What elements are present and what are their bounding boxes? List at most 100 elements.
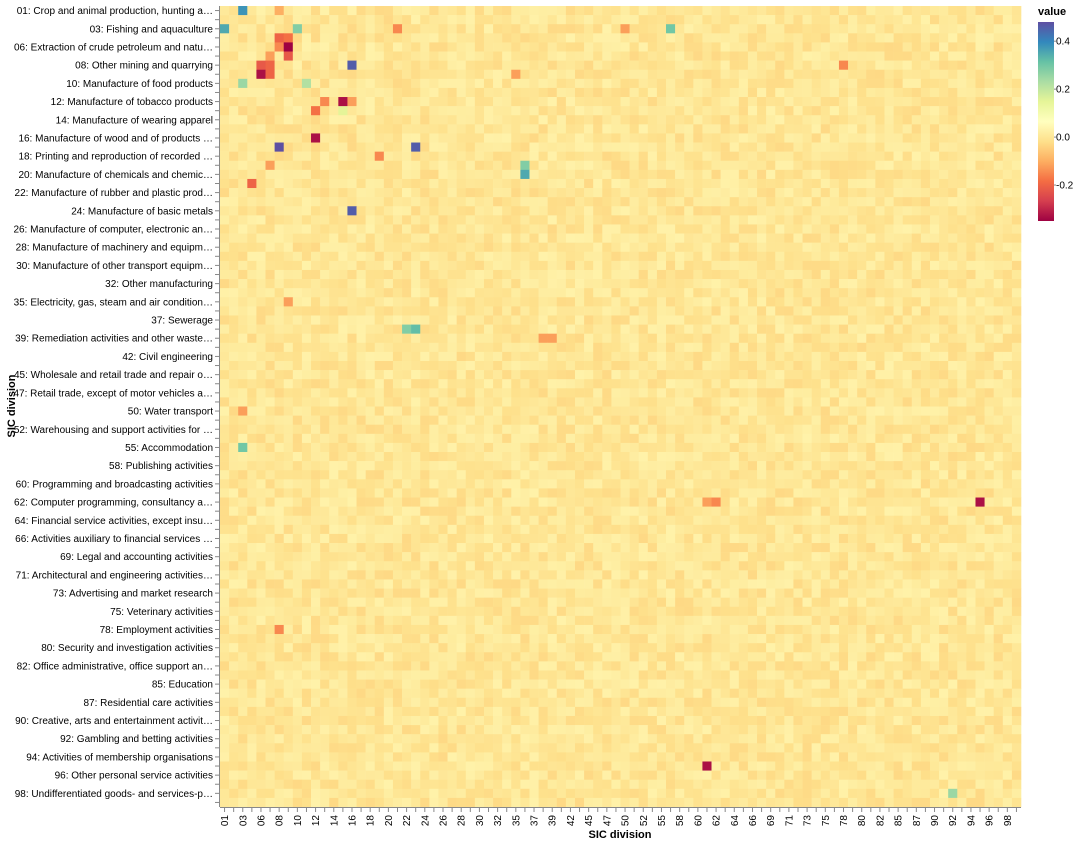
heatmap-cell — [656, 397, 667, 407]
heatmap-cell — [738, 406, 749, 416]
heatmap-cell — [729, 60, 740, 71]
heatmap-cell — [483, 78, 494, 89]
heatmap-cell — [957, 197, 967, 207]
heatmap-cell — [565, 197, 576, 207]
heatmap-cell — [647, 87, 658, 98]
heatmap-cell — [957, 206, 967, 216]
heatmap-cell — [611, 160, 621, 171]
heatmap-cell — [702, 124, 712, 134]
heatmap-cell — [866, 470, 876, 480]
heatmap-cell — [738, 479, 749, 489]
heatmap-cell — [429, 315, 439, 325]
heatmap-cell — [502, 424, 512, 435]
heatmap-cell — [538, 315, 548, 325]
heatmap-cell — [429, 133, 439, 143]
heatmap-cell — [320, 269, 330, 280]
heatmap-cell — [820, 288, 831, 298]
heatmap-cell — [420, 251, 430, 262]
heatmap-cell — [902, 233, 913, 243]
heatmap-cell — [893, 342, 903, 353]
heatmap-cell — [411, 42, 421, 52]
heatmap-cell — [420, 424, 430, 435]
heatmap-cell — [747, 69, 758, 80]
heatmap-cell — [429, 78, 439, 89]
heatmap-cell — [438, 415, 448, 425]
heatmap-cell — [602, 470, 612, 480]
heatmap-cell — [274, 124, 285, 134]
heatmap-cell — [784, 60, 794, 71]
heatmap-cell — [556, 142, 567, 152]
heatmap-cell — [820, 442, 831, 453]
heatmap-cell — [438, 233, 448, 243]
heatmap-cell — [684, 479, 694, 489]
heatmap-cell — [556, 433, 567, 444]
heatmap-cell — [757, 279, 767, 289]
heatmap-cell — [374, 151, 385, 162]
heatmap-cell — [274, 269, 285, 280]
heatmap-cell — [320, 251, 330, 262]
heatmap-cell — [757, 360, 767, 371]
heatmap-cell — [456, 160, 467, 171]
heatmap-cell — [747, 133, 758, 143]
heatmap-cell — [229, 178, 239, 189]
heatmap-cell — [838, 151, 849, 162]
heatmap-cell — [875, 288, 885, 298]
heatmap-cell — [702, 351, 712, 362]
heatmap-cell — [984, 397, 994, 407]
heatmap-cell — [966, 151, 976, 162]
heatmap-cell — [483, 515, 494, 526]
heatmap-cell — [638, 78, 649, 89]
heatmap-cell — [948, 33, 958, 43]
heatmap-cell — [929, 69, 940, 80]
heatmap-cell — [383, 115, 394, 125]
heatmap-cell — [693, 324, 703, 334]
heatmap-cell — [948, 406, 958, 416]
heatmap-cell — [711, 415, 721, 425]
heatmap-cell — [493, 488, 503, 498]
heatmap-cell — [274, 15, 285, 25]
heatmap-cell — [474, 452, 485, 462]
heatmap-cell — [456, 297, 467, 307]
heatmap-cell — [784, 406, 794, 416]
heatmap-cell — [329, 178, 339, 189]
heatmap-cell — [274, 306, 285, 316]
heatmap-cell — [474, 360, 485, 371]
heatmap-cell — [675, 279, 685, 289]
heatmap-cell — [338, 333, 348, 344]
heatmap-cell — [793, 360, 803, 371]
heatmap-cell — [256, 269, 266, 280]
heatmap-cell — [738, 215, 749, 225]
heatmap-cell — [984, 42, 994, 52]
heatmap-cell — [429, 288, 439, 298]
heatmap-cell — [929, 169, 940, 180]
heatmap-cell — [693, 333, 703, 344]
heatmap-cell — [556, 461, 567, 471]
heatmap-cell — [820, 178, 831, 189]
heatmap-cell — [602, 297, 612, 307]
heatmap-cell — [429, 433, 439, 444]
heatmap-cell — [456, 142, 467, 152]
heatmap-cell — [301, 78, 312, 89]
heatmap-cell — [929, 415, 940, 425]
heatmap-cell — [565, 297, 576, 307]
heatmap-cell — [684, 297, 694, 307]
heatmap-cell — [911, 297, 922, 307]
heatmap-cell — [574, 224, 585, 234]
heatmap-cell — [283, 515, 294, 526]
heatmap-cell — [893, 388, 903, 398]
heatmap-cell — [411, 6, 421, 16]
heatmap-cell — [757, 197, 767, 207]
heatmap-cell — [939, 151, 949, 162]
heatmap-cell — [347, 415, 357, 425]
heatmap-cell — [520, 124, 530, 134]
heatmap-cell — [256, 479, 266, 489]
heatmap-cell — [747, 315, 758, 325]
heatmap-cell — [629, 242, 639, 253]
heatmap-cell — [301, 397, 312, 407]
heatmap-cell — [247, 51, 257, 61]
heatmap-cell — [647, 315, 658, 325]
heatmap-cell — [265, 151, 275, 162]
heatmap-cell — [838, 415, 849, 425]
heatmap-cell — [511, 406, 521, 416]
heatmap-cell — [547, 24, 558, 34]
